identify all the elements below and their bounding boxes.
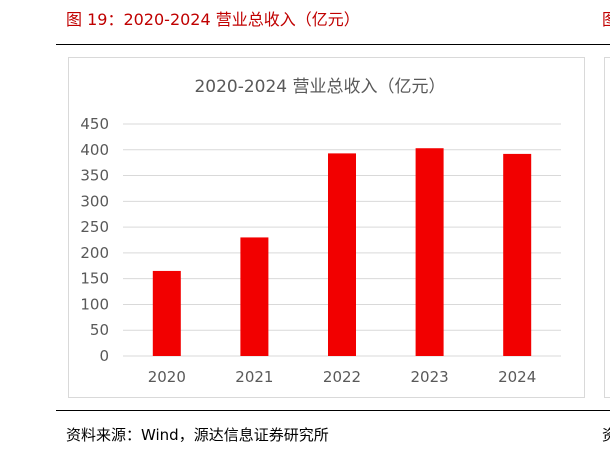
bars — [152, 148, 532, 356]
y-tick-label: 250 — [80, 218, 109, 236]
y-tick-label: 100 — [80, 295, 109, 313]
y-tick-label: 350 — [80, 167, 109, 185]
y-tick-label: 400 — [80, 141, 109, 159]
bar-2020 — [152, 270, 181, 356]
bar-2021 — [240, 237, 269, 356]
bar-2022 — [328, 153, 356, 356]
y-tick-labels: 0 50 100 150 200 250 300 350 400 450 — [80, 115, 109, 365]
x-tick-label: 2020 — [148, 368, 186, 386]
y-tick-label: 300 — [80, 192, 109, 210]
x-tick-label: 2023 — [411, 368, 449, 386]
next-source-fragment: 资 — [602, 426, 610, 444]
y-tick-label: 450 — [80, 115, 109, 133]
top-rule — [56, 44, 610, 45]
figure-caption: 图 19：2020-2024 营业总收入（亿元） — [66, 10, 360, 29]
x-tick-label: 2024 — [498, 368, 536, 386]
next-figure-caption-fragment: 图 — [602, 6, 610, 30]
x-tick-labels: 2020 2021 2022 2023 2024 — [148, 368, 537, 386]
source-note: 资料来源：Wind，源达信息证券研究所 — [66, 426, 329, 444]
bar-2023 — [415, 148, 444, 356]
chart-title: 2020-2024 营业总收入（亿元） — [194, 77, 445, 97]
x-tick-label: 2021 — [235, 368, 273, 386]
bottom-rule — [56, 410, 610, 411]
y-tick-label: 150 — [80, 270, 109, 288]
y-tick-label: 50 — [90, 321, 109, 339]
x-tick-label: 2022 — [323, 368, 361, 386]
bar-2024 — [503, 153, 532, 356]
next-chart-frame-fragment — [604, 57, 610, 398]
chart-frame — [68, 57, 585, 398]
y-tick-label: 200 — [80, 244, 109, 262]
y-tick-label: 0 — [99, 347, 109, 365]
